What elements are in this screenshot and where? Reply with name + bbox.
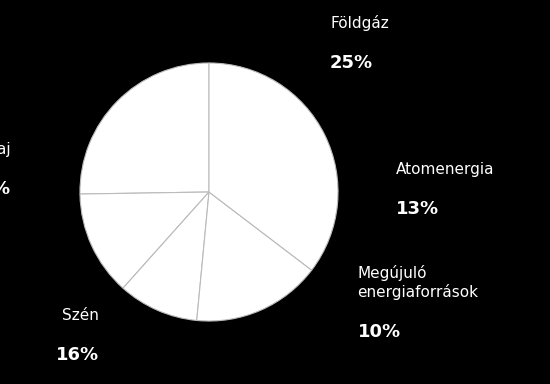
Wedge shape [197, 192, 312, 321]
Text: Kőolaj: Kőolaj [0, 141, 11, 157]
Text: 13%: 13% [396, 200, 439, 218]
Wedge shape [209, 63, 338, 270]
Text: 35%: 35% [0, 180, 11, 199]
Text: 16%: 16% [56, 346, 99, 364]
Wedge shape [123, 192, 209, 320]
Text: Földgáz: Földgáz [330, 15, 389, 31]
Text: Atomenergia: Atomenergia [396, 162, 494, 177]
Text: 10%: 10% [358, 323, 400, 341]
Text: Szén: Szén [62, 308, 99, 323]
Text: 25%: 25% [330, 54, 373, 72]
Wedge shape [80, 192, 209, 288]
Wedge shape [80, 63, 209, 194]
Text: Megújuló
energiaforrások: Megújuló energiaforrások [358, 265, 478, 300]
